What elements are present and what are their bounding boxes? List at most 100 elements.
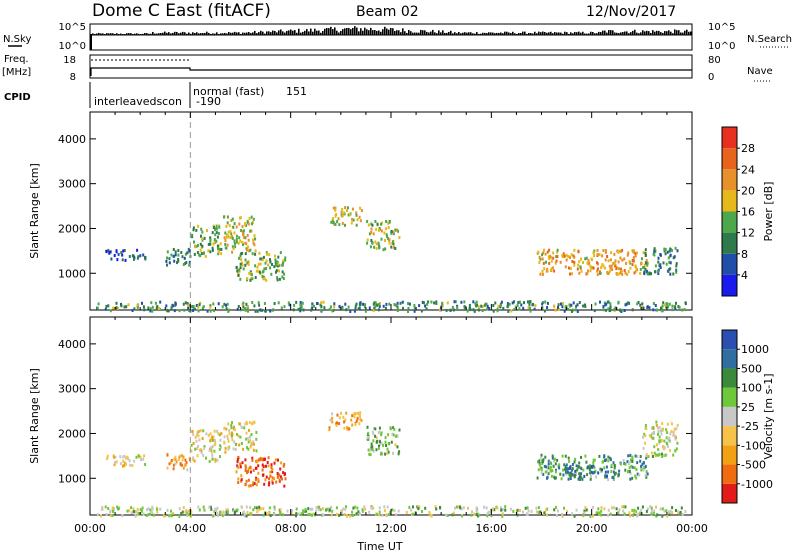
velocity-cell <box>220 512 223 516</box>
velocity-cell <box>483 505 486 509</box>
velocity-cell <box>516 508 519 512</box>
power-cell <box>513 308 516 311</box>
velocity-cell <box>660 432 663 436</box>
power-cell <box>606 255 609 258</box>
power-cell <box>396 228 398 232</box>
power-cell <box>177 253 180 257</box>
velocity-cell <box>677 511 680 515</box>
power-cell <box>178 309 181 313</box>
velocity-cell <box>561 514 564 518</box>
power-echo-patch <box>642 246 679 276</box>
nsky-bar <box>328 28 330 35</box>
power-cell <box>275 262 278 266</box>
nsky-bar <box>522 31 524 35</box>
velocity-cell <box>319 508 322 512</box>
velocity-cell <box>181 458 184 462</box>
power-cell <box>496 309 499 313</box>
velocity-cell <box>112 509 114 513</box>
power-cell <box>526 300 529 304</box>
nsky-bar <box>570 32 572 35</box>
velocity-cell <box>237 456 240 459</box>
velocity-cell <box>676 423 679 427</box>
nsky-bar <box>190 33 192 35</box>
velocity-cell <box>369 448 372 452</box>
velocity-cell <box>233 440 236 444</box>
velocity-cell <box>147 507 150 511</box>
nsky-bar <box>448 31 450 35</box>
velocity-cell <box>605 458 608 462</box>
velocity-cell <box>137 511 140 515</box>
nsky-bar <box>468 32 470 35</box>
velocity-cell <box>561 454 564 458</box>
nsky-bar <box>462 32 464 35</box>
power-cell <box>244 223 246 227</box>
velocity-cell <box>197 430 200 434</box>
velocity-cell <box>627 470 629 474</box>
power-cell <box>299 306 302 310</box>
power-colorbar-label: 4 <box>741 269 748 282</box>
velocity-cell <box>644 434 647 438</box>
velocity-cell <box>584 454 587 458</box>
power-cell <box>232 225 235 229</box>
power-cell <box>488 307 490 310</box>
nsky-bar <box>438 30 440 35</box>
power-cell <box>567 307 570 311</box>
power-cell <box>322 300 325 304</box>
power-cell <box>246 261 249 265</box>
velocity-cell <box>185 461 188 465</box>
velocity-cell <box>546 513 548 517</box>
velocity-cell <box>338 416 341 420</box>
power-cell <box>631 308 634 312</box>
nsky-bar <box>500 32 502 35</box>
velocity-cell <box>211 435 214 439</box>
velocity-cell <box>546 507 549 511</box>
velocity-cell <box>644 441 646 445</box>
velocity-cell <box>592 464 595 468</box>
velocity-cell <box>392 451 394 455</box>
velocity-cell <box>460 507 463 511</box>
power-cell <box>624 303 627 307</box>
velocity-cell <box>573 475 576 479</box>
velocity-cell <box>650 506 653 510</box>
velocity-cell <box>363 505 366 509</box>
power-cell <box>254 252 257 256</box>
power-cell <box>570 310 573 313</box>
velocity-cell <box>504 508 507 512</box>
velocity-cell <box>211 445 214 449</box>
power-cell <box>213 238 216 241</box>
power-cell <box>541 257 544 261</box>
velocity-cell <box>178 455 181 459</box>
nsky-bar <box>458 31 460 35</box>
velocity-cell <box>291 509 293 513</box>
velocity-cell <box>249 445 252 449</box>
velocity-cell <box>551 456 554 460</box>
velocity-cell <box>281 477 283 481</box>
power-cell <box>654 270 656 274</box>
velocity-cell <box>340 510 343 514</box>
velocity-cell <box>312 512 315 516</box>
power-cell <box>215 224 218 228</box>
power-cell <box>298 308 301 312</box>
power-cell <box>510 309 513 313</box>
velocity-cell <box>252 468 255 472</box>
velocity-cell <box>270 466 273 469</box>
power-cell <box>196 244 199 247</box>
power-cell <box>341 214 344 218</box>
velocity-cell <box>547 462 550 466</box>
nave-label: Nave <box>747 66 773 77</box>
power-cell <box>360 209 363 213</box>
velocity-cell <box>592 505 595 509</box>
velocity-cell <box>634 454 637 458</box>
power-cell <box>356 218 359 222</box>
power-cell <box>276 264 279 268</box>
power-cell <box>582 304 585 308</box>
power-cell <box>252 217 255 221</box>
velocity-cell <box>653 509 656 513</box>
velocity-cell <box>290 511 293 515</box>
power-cell <box>141 301 143 305</box>
power-cell <box>553 304 555 308</box>
velocity-cell <box>238 422 241 426</box>
velocity-cell <box>192 456 195 460</box>
velocity-cell <box>659 507 662 511</box>
velocity-cell <box>193 459 196 463</box>
